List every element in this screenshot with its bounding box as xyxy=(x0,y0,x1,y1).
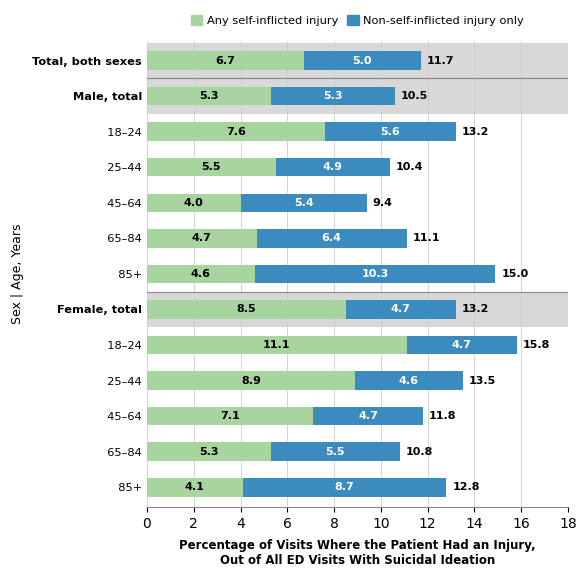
Text: 8.7: 8.7 xyxy=(335,482,355,492)
Bar xyxy=(355,371,463,390)
Bar xyxy=(271,87,395,105)
Bar xyxy=(147,407,313,425)
Bar xyxy=(276,158,390,176)
Bar xyxy=(147,336,406,354)
Text: 9.4: 9.4 xyxy=(373,198,393,208)
Text: 4.7: 4.7 xyxy=(452,340,472,350)
X-axis label: Percentage of Visits Where the Patient Had an Injury,
Out of All ED Visits With : Percentage of Visits Where the Patient H… xyxy=(179,539,536,567)
Bar xyxy=(255,265,496,283)
Bar xyxy=(147,300,346,318)
Bar xyxy=(271,443,400,461)
Text: 5.6: 5.6 xyxy=(380,127,400,136)
Text: 12.8: 12.8 xyxy=(452,482,480,492)
Text: 5.3: 5.3 xyxy=(199,447,219,457)
Text: 8.9: 8.9 xyxy=(241,376,261,386)
Text: 4.1: 4.1 xyxy=(185,482,205,492)
Text: 13.5: 13.5 xyxy=(469,376,496,386)
Text: 6.4: 6.4 xyxy=(322,234,342,243)
Text: 10.5: 10.5 xyxy=(401,91,428,101)
Bar xyxy=(243,478,446,497)
Text: 11.1: 11.1 xyxy=(412,234,440,243)
Bar xyxy=(147,194,240,212)
Text: 15.0: 15.0 xyxy=(502,269,529,279)
Bar xyxy=(147,158,276,176)
Text: 6.7: 6.7 xyxy=(215,55,235,65)
Bar xyxy=(406,336,516,354)
Text: 4.6: 4.6 xyxy=(191,269,211,279)
Text: 13.2: 13.2 xyxy=(462,127,489,136)
Text: 7.6: 7.6 xyxy=(226,127,246,136)
Text: 5.5: 5.5 xyxy=(326,447,345,457)
Bar xyxy=(346,300,456,318)
Bar xyxy=(147,123,325,141)
Bar xyxy=(147,229,257,247)
Text: 4.7: 4.7 xyxy=(391,305,410,314)
Text: 11.7: 11.7 xyxy=(426,55,454,65)
Bar xyxy=(147,371,355,390)
Bar xyxy=(147,87,271,105)
Text: 7.1: 7.1 xyxy=(220,411,240,421)
Legend: Any self-inflicted injury, Non-self-inflicted injury only: Any self-inflicted injury, Non-self-infl… xyxy=(186,11,529,31)
Bar xyxy=(147,51,303,70)
Text: 5.3: 5.3 xyxy=(323,91,343,101)
Bar xyxy=(147,292,568,327)
Text: 15.8: 15.8 xyxy=(522,340,550,350)
Bar xyxy=(147,43,568,79)
Text: 5.3: 5.3 xyxy=(199,91,219,101)
Text: 13.2: 13.2 xyxy=(462,305,489,314)
Text: 11.1: 11.1 xyxy=(263,340,290,350)
Text: 4.6: 4.6 xyxy=(399,376,419,386)
Bar xyxy=(147,478,243,497)
Text: 4.9: 4.9 xyxy=(323,162,343,172)
Bar xyxy=(147,443,271,461)
Text: 11.8: 11.8 xyxy=(429,411,456,421)
Bar xyxy=(147,265,255,283)
Text: 4.7: 4.7 xyxy=(192,234,212,243)
Text: 4.7: 4.7 xyxy=(358,411,378,421)
Text: 5.5: 5.5 xyxy=(202,162,221,172)
Text: 10.8: 10.8 xyxy=(406,447,433,457)
Bar xyxy=(257,229,406,247)
Text: 5.0: 5.0 xyxy=(352,55,372,65)
Bar xyxy=(240,194,367,212)
Text: 10.3: 10.3 xyxy=(362,269,389,279)
Text: 10.4: 10.4 xyxy=(396,162,423,172)
Y-axis label: Sex | Age, Years: Sex | Age, Years xyxy=(11,224,24,324)
Text: 5.4: 5.4 xyxy=(294,198,313,208)
Text: 8.5: 8.5 xyxy=(236,305,256,314)
Text: 4.0: 4.0 xyxy=(184,198,203,208)
Bar xyxy=(325,123,456,141)
Bar xyxy=(303,51,420,70)
Bar xyxy=(313,407,423,425)
Bar xyxy=(147,79,568,114)
